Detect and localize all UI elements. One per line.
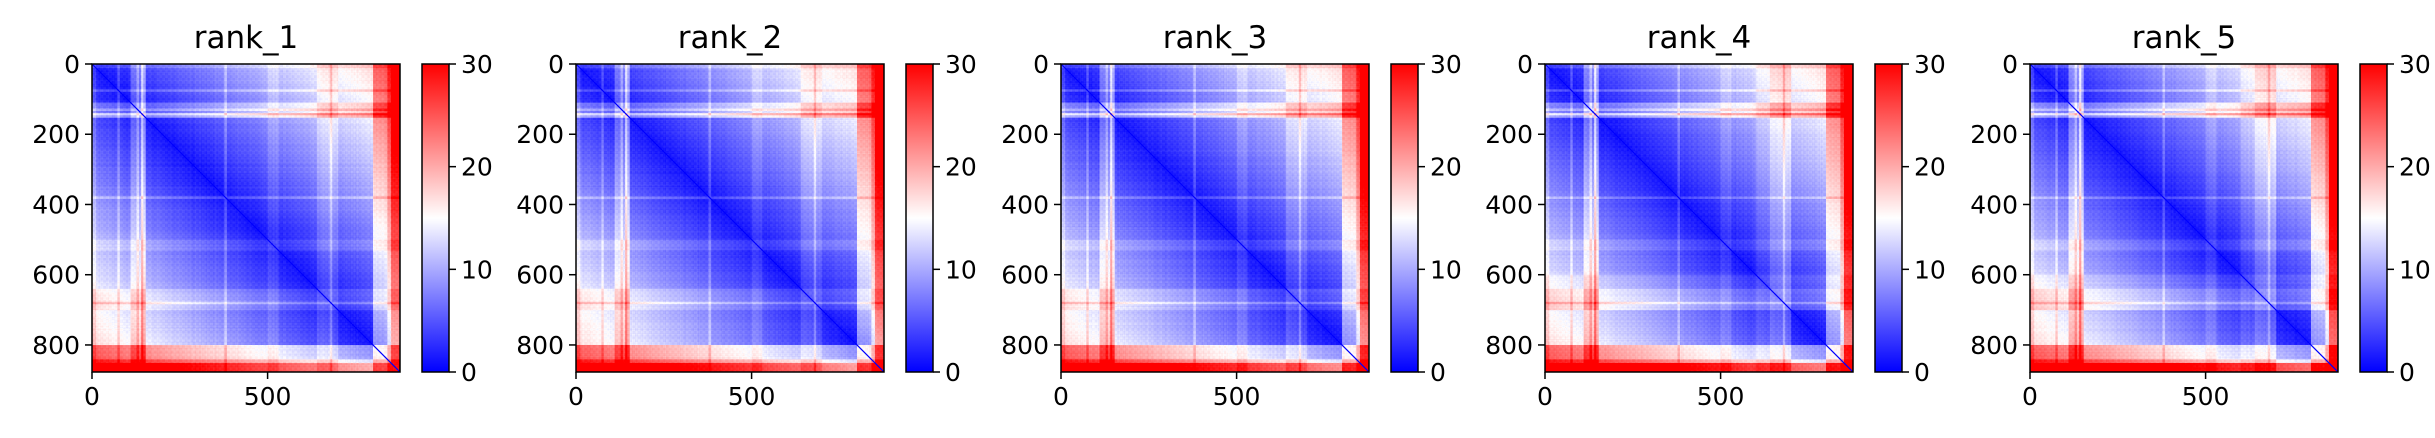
y-tick-label: 200 xyxy=(516,120,564,149)
colorbar-tick-label: 30 xyxy=(945,50,977,79)
y-tick-label: 400 xyxy=(516,190,564,219)
colorbar xyxy=(2359,63,2388,373)
colorbar xyxy=(905,63,934,373)
colorbar-tick-label: 30 xyxy=(461,50,493,79)
x-tick-label: 0 xyxy=(2022,382,2038,411)
colorbar xyxy=(1874,63,1903,373)
y-tick-label: 200 xyxy=(32,120,80,149)
y-tick-label: 400 xyxy=(32,190,80,219)
chart-title: rank_5 xyxy=(2132,20,2237,56)
heatmap-image xyxy=(92,64,400,372)
y-tick-label: 600 xyxy=(1001,261,1049,290)
colorbar-tick-label: 10 xyxy=(945,255,977,284)
y-tick-label: 0 xyxy=(548,50,564,79)
y-tick-label: 600 xyxy=(1970,261,2018,290)
colorbar-tick-label: 30 xyxy=(2399,50,2431,79)
x-tick-label: 500 xyxy=(728,382,776,411)
colorbar-tick-label: 10 xyxy=(1914,255,1946,284)
x-tick-label: 0 xyxy=(84,382,100,411)
y-tick-label: 0 xyxy=(2002,50,2018,79)
colorbar-tick-label: 0 xyxy=(1430,358,1446,387)
x-tick-label: 0 xyxy=(568,382,584,411)
chart-title: rank_3 xyxy=(1163,20,1268,56)
colorbar-tick-label: 20 xyxy=(1914,153,1946,182)
y-tick-label: 800 xyxy=(32,331,80,360)
axes-frame xyxy=(1060,63,1370,373)
x-tick-label: 0 xyxy=(1537,382,1553,411)
y-tick-label: 0 xyxy=(1033,50,1049,79)
colorbar-tick-label: 10 xyxy=(461,255,493,284)
axes-frame xyxy=(575,63,885,373)
y-tick-label: 800 xyxy=(1001,331,1049,360)
axes-frame xyxy=(91,63,401,373)
y-tick-label: 600 xyxy=(1485,261,1533,290)
y-tick-label: 800 xyxy=(1970,331,2018,360)
colorbar-tick-label: 30 xyxy=(1430,50,1462,79)
y-tick-label: 600 xyxy=(516,261,564,290)
colorbar-tick-label: 0 xyxy=(945,358,961,387)
colorbar xyxy=(1390,63,1419,373)
colorbar-tick-label: 20 xyxy=(1430,153,1462,182)
y-tick-label: 800 xyxy=(516,331,564,360)
chart-title: rank_1 xyxy=(194,20,299,56)
heatmap-image xyxy=(576,64,884,372)
chart-title: rank_2 xyxy=(678,20,783,56)
y-tick-label: 400 xyxy=(1485,190,1533,219)
axes-frame xyxy=(2029,63,2339,373)
x-tick-label: 500 xyxy=(1213,382,1261,411)
colorbar-tick-label: 10 xyxy=(2399,255,2431,284)
colorbar-tick-label: 0 xyxy=(1914,358,1930,387)
colorbar-tick-label: 20 xyxy=(945,153,977,182)
colorbar-tick-label: 0 xyxy=(2399,358,2415,387)
colorbar-tick-label: 20 xyxy=(2399,153,2431,182)
y-tick-label: 600 xyxy=(32,261,80,290)
chart-title: rank_4 xyxy=(1647,20,1752,56)
x-tick-label: 500 xyxy=(1697,382,1745,411)
x-tick-label: 500 xyxy=(244,382,292,411)
y-tick-label: 200 xyxy=(1970,120,2018,149)
colorbar-tick-label: 0 xyxy=(461,358,477,387)
x-tick-label: 0 xyxy=(1053,382,1069,411)
y-tick-label: 400 xyxy=(1001,190,1049,219)
colorbar-tick-label: 20 xyxy=(461,153,493,182)
y-tick-label: 400 xyxy=(1970,190,2018,219)
heatmap-image xyxy=(1061,64,1369,372)
heatmap-image xyxy=(2030,64,2338,372)
y-tick-label: 0 xyxy=(64,50,80,79)
y-tick-label: 200 xyxy=(1001,120,1049,149)
colorbar-tick-label: 10 xyxy=(1430,255,1462,284)
axes-frame xyxy=(1544,63,1854,373)
colorbar-tick-label: 30 xyxy=(1914,50,1946,79)
y-tick-label: 200 xyxy=(1485,120,1533,149)
heatmap-image xyxy=(1545,64,1853,372)
y-tick-label: 800 xyxy=(1485,331,1533,360)
y-tick-label: 0 xyxy=(1517,50,1533,79)
x-tick-label: 500 xyxy=(2182,382,2230,411)
colorbar xyxy=(421,63,450,373)
